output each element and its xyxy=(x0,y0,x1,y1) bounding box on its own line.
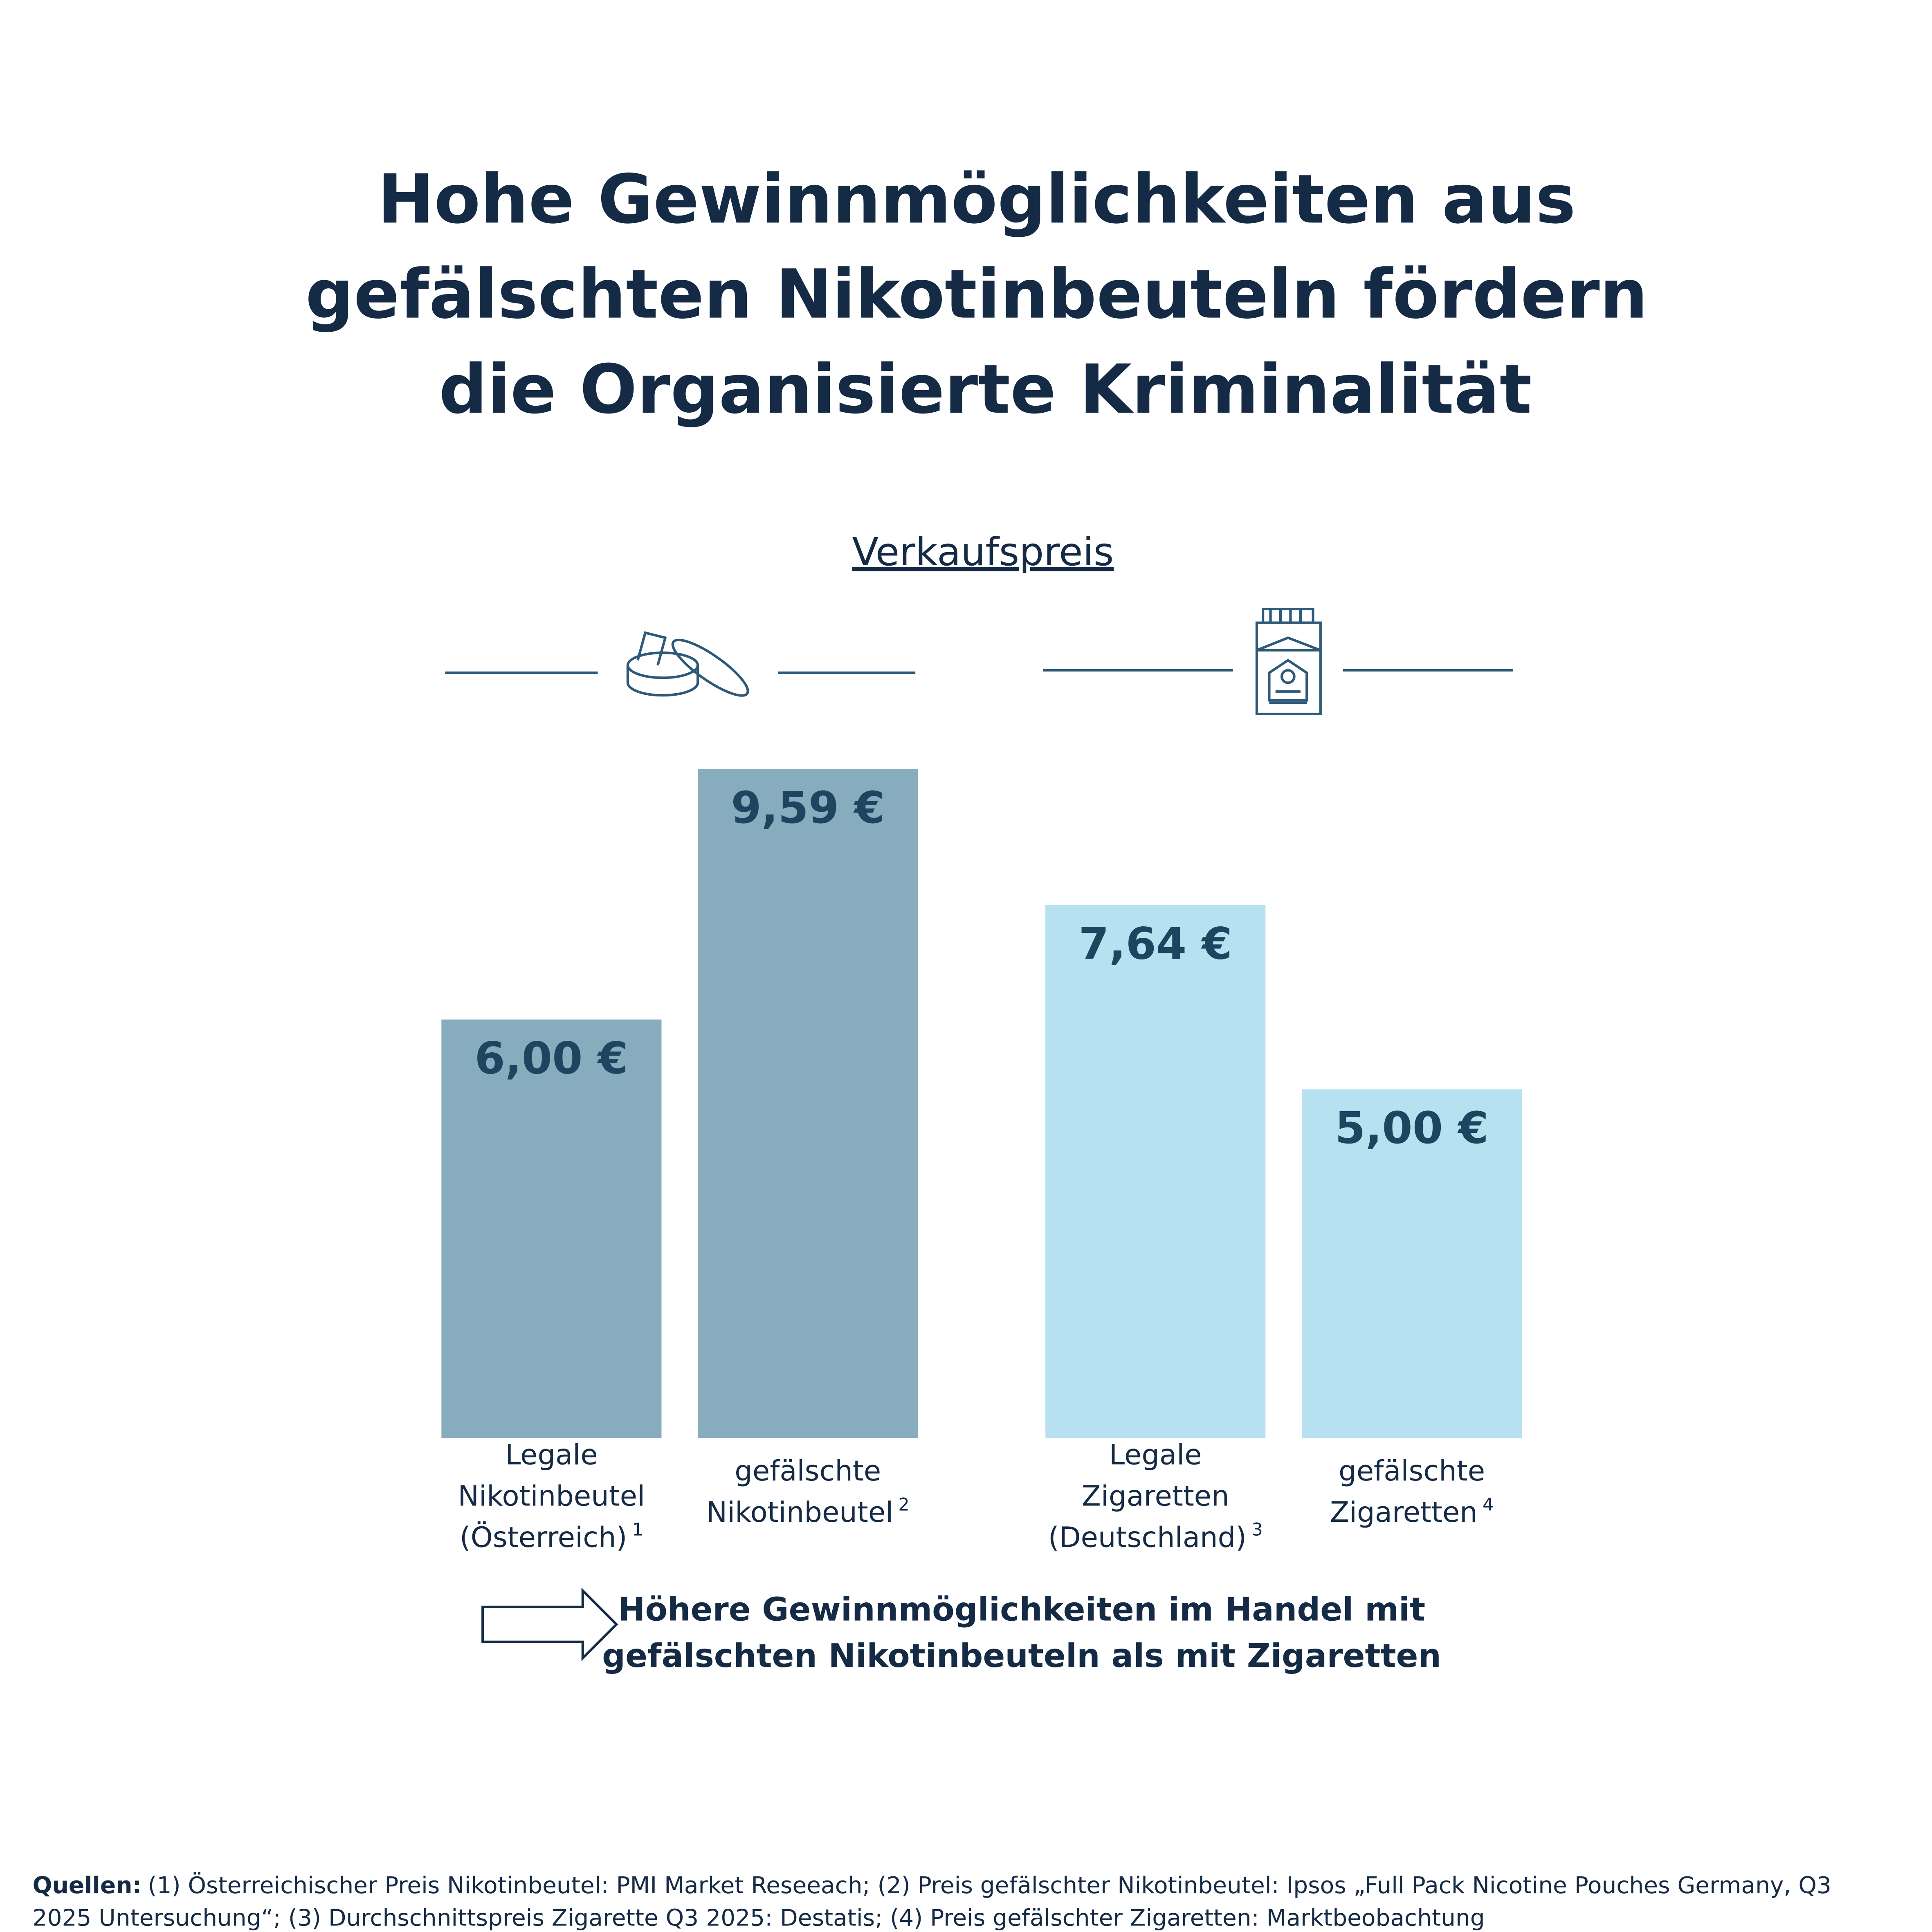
footnote-mark: 4 xyxy=(1483,1495,1494,1515)
chart-title: gefälschten Nikotinbeuteln fördern xyxy=(306,255,1648,334)
x-tick-label: Legale Zigaretten (Deutschland) 3 xyxy=(1048,1438,1263,1554)
chart-title: die Organisierte Kriminalität xyxy=(439,350,1532,429)
x-tick-label-line: gefälschte xyxy=(1339,1455,1485,1487)
footnote-mark: 1 xyxy=(632,1520,643,1540)
value-label: 9,59 € xyxy=(731,783,885,833)
x-tick-label-line: Zigaretten xyxy=(1082,1480,1229,1512)
chart-title: Hohe Gewinnmöglichkeiten aus xyxy=(377,160,1576,238)
bar xyxy=(1301,1089,1522,1438)
x-tick-label-line: Zigaretten xyxy=(1330,1496,1478,1529)
x-tick-label: gefälschte Nikotinbeutel 2 xyxy=(706,1455,910,1529)
x-tick-label-line: Legale xyxy=(1109,1438,1202,1471)
x-tick-label-line: Legale xyxy=(505,1438,598,1471)
value-label: 5,00 € xyxy=(1335,1103,1489,1154)
sources-text: 2025 Untersuchung“; (3) Durchschnittspre… xyxy=(32,1905,1485,1932)
footnote-mark: 2 xyxy=(899,1495,910,1515)
conclusion: Höhere Gewinnmöglichkeiten im Handel mit xyxy=(618,1591,1425,1629)
bar xyxy=(441,1019,662,1438)
bar xyxy=(1045,905,1266,1438)
x-tick-label-line: (Deutschland) xyxy=(1048,1521,1247,1554)
footnote-mark: 3 xyxy=(1251,1520,1263,1540)
x-tick-label-line: (Österreich) xyxy=(460,1521,627,1554)
decorations xyxy=(445,607,1513,715)
conclusion: gefälschten Nikotinbeuteln als mit Zigar… xyxy=(602,1637,1441,1675)
arrow-icon xyxy=(481,1587,618,1661)
x-tick-label-line: Nikotinbeutel xyxy=(706,1496,894,1529)
sources-label: Quellen: xyxy=(32,1872,142,1899)
sources-text: (1) Österreichischer Preis Nikotinbeutel… xyxy=(148,1871,1831,1899)
value-label: 6,00 € xyxy=(475,1033,629,1084)
sources: Quellen: (1) Österreichischer Preis Nikot… xyxy=(32,1871,1831,1899)
x-tick-label-line: gefälschte xyxy=(735,1455,881,1487)
x-tick-label: Legale Nikotinbeutel (Österreich) 1 xyxy=(458,1438,645,1554)
subtitle: Verkaufspreis xyxy=(852,530,1114,575)
x-tick-label-line: Nikotinbeutel xyxy=(458,1480,645,1512)
value-label: 7,64 € xyxy=(1078,919,1232,970)
x-tick-label: gefälschte Zigaretten 4 xyxy=(1330,1455,1494,1529)
bar xyxy=(698,769,918,1438)
